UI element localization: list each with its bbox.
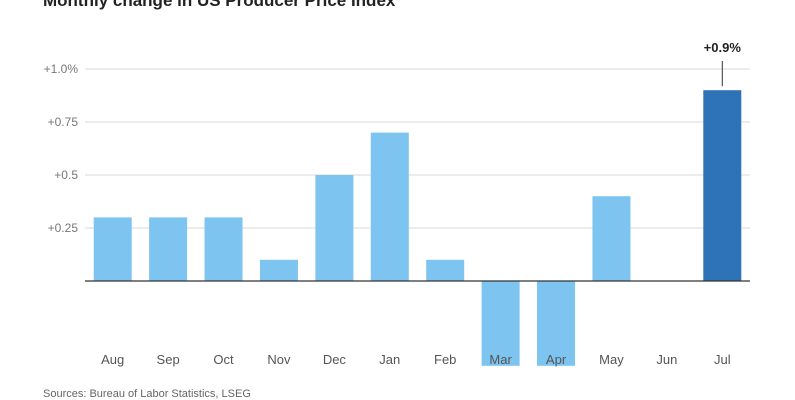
chart-title: Monthly change in US Producer Price Inde…: [43, 0, 396, 10]
y-tick-label: +0.5: [54, 168, 78, 182]
x-tick-label: Jul: [714, 352, 731, 367]
bar-jan: [370, 132, 409, 281]
annotation: +0.9%: [704, 40, 742, 87]
x-tick-label: May: [599, 352, 624, 367]
annotation-label: +0.9%: [704, 40, 742, 55]
bar-dec: [315, 175, 354, 281]
source-note: Sources: Bureau of Labor Statistics, LSE…: [43, 388, 251, 400]
x-tick-label: Apr: [546, 352, 567, 367]
y-tick-label: +1.0%: [44, 62, 79, 76]
x-tick-label: Nov: [267, 352, 291, 367]
x-tick-label: Jan: [379, 352, 400, 367]
x-tick-label: Dec: [323, 352, 347, 367]
bar-nov: [259, 259, 298, 281]
bar-aug: [93, 217, 132, 281]
x-tick-label: Feb: [434, 352, 456, 367]
bar-may: [592, 196, 631, 281]
bar-oct: [204, 217, 243, 281]
bar-feb: [426, 259, 465, 281]
x-tick-label: Mar: [489, 352, 512, 367]
x-tick-label: Sep: [157, 352, 180, 367]
x-tick-label: Jun: [656, 352, 677, 367]
y-tick-label: +0.25: [48, 221, 79, 235]
bar-apr: [537, 281, 576, 366]
bar-mar: [481, 281, 520, 366]
gridlines: [85, 68, 750, 229]
x-tick-label: Oct: [213, 352, 234, 367]
y-axis-ticks: +1.0% +0.75 +0.5 +0.25: [44, 62, 79, 235]
bar-jul: [703, 90, 742, 281]
y-tick-label: +0.75: [48, 115, 79, 129]
x-axis-ticks: Aug Sep Oct Nov Dec Jan Feb Mar Apr May Jun Jul: [101, 352, 731, 367]
bars: [93, 90, 742, 366]
bar-sep: [149, 217, 188, 281]
x-tick-label: Aug: [101, 352, 124, 367]
